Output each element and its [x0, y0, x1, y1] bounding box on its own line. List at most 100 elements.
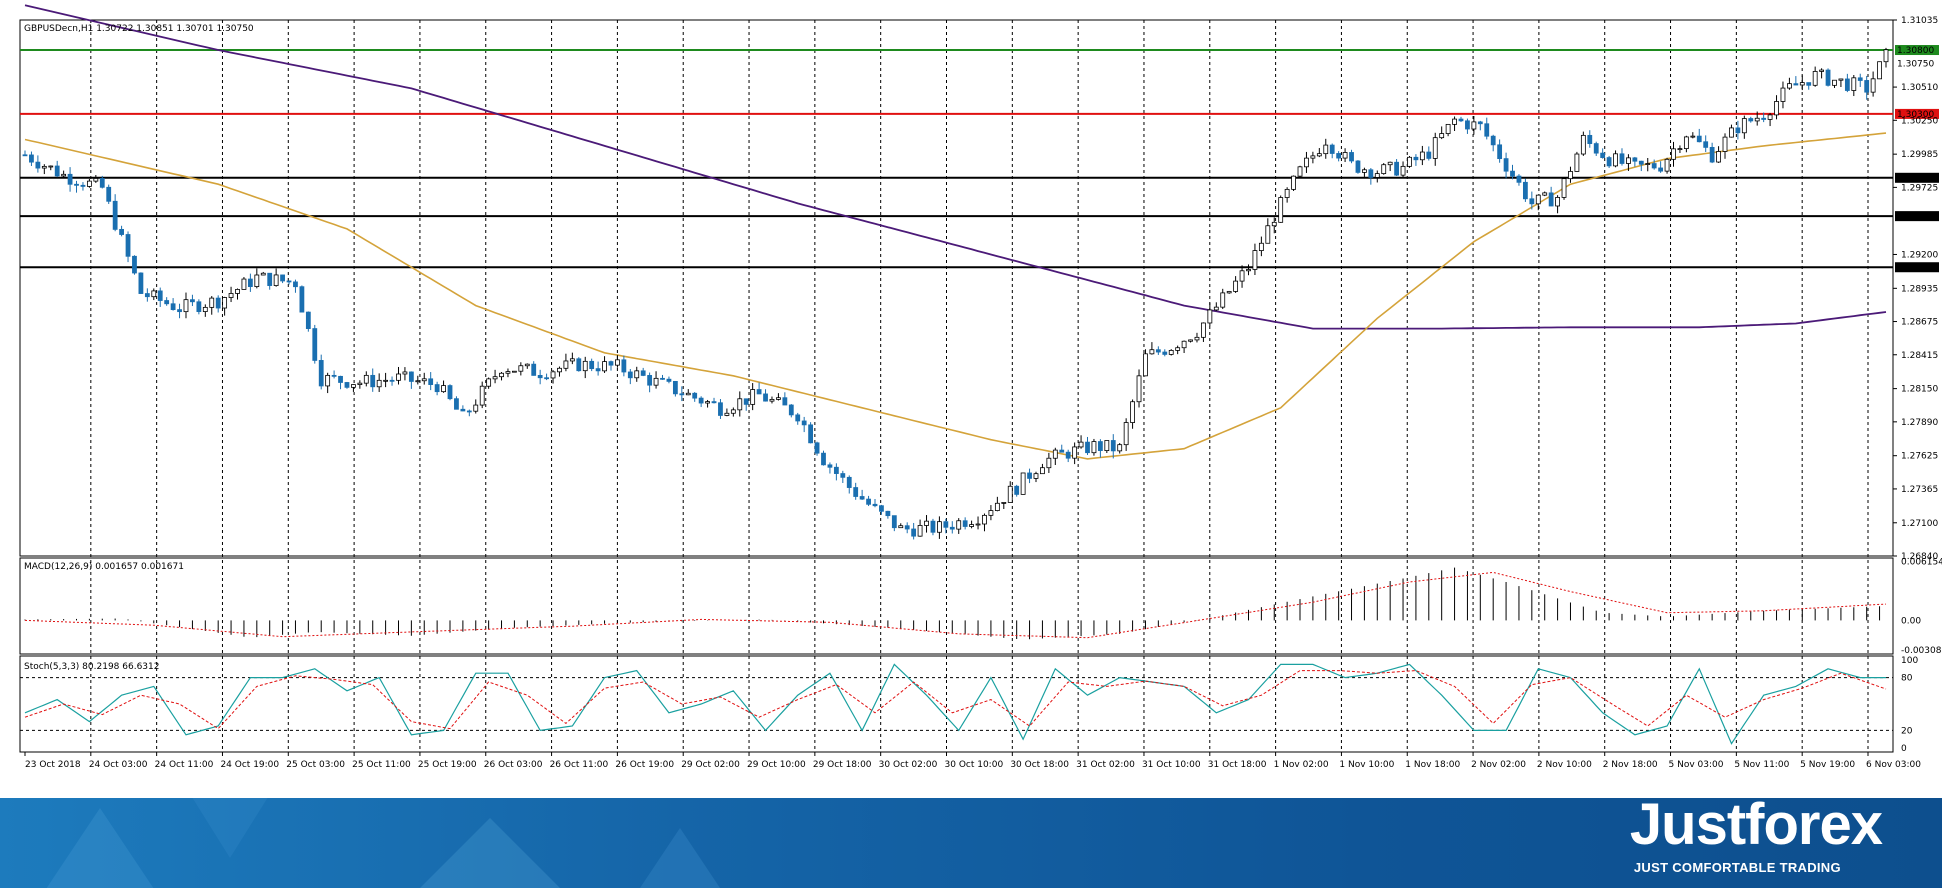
candle-body	[1799, 82, 1805, 86]
y-tick-label: 1.29725	[1901, 183, 1938, 193]
candle	[1780, 81, 1786, 109]
candle-body	[698, 397, 704, 404]
x-tick-label: 23 Oct 2018	[25, 760, 81, 770]
candle	[1690, 132, 1696, 139]
macd-tick-label: 0.006154	[1901, 557, 1942, 567]
candle-body	[705, 401, 710, 404]
candle	[479, 381, 485, 409]
candle-body	[576, 358, 582, 372]
candle-body	[1143, 353, 1148, 377]
candle	[557, 366, 562, 377]
candle-body	[357, 382, 363, 385]
candle	[305, 311, 311, 332]
candle	[1484, 117, 1490, 140]
candle	[119, 225, 124, 237]
candle-body	[1535, 194, 1541, 205]
candle-body	[692, 392, 698, 399]
candle-body	[1877, 61, 1882, 80]
candle-body	[653, 377, 659, 386]
candle-body	[666, 378, 672, 382]
candle-body	[1130, 401, 1135, 423]
macd-header: MACD(12,26,9) 0.001657 0.001671	[24, 562, 184, 572]
candle-body	[1542, 192, 1548, 196]
brand-tagline: JUST COMFORTABLE TRADING	[1633, 860, 1841, 875]
candle	[975, 516, 981, 530]
candle	[1877, 61, 1882, 80]
candle-body	[396, 373, 401, 381]
candle-body	[737, 398, 743, 411]
candle	[1832, 79, 1837, 88]
candle	[1001, 502, 1007, 510]
candle-body	[1207, 309, 1213, 324]
candle-body	[177, 309, 182, 313]
stoch-header: Stoch(5,3,3) 80.2198 66.6312	[24, 662, 159, 672]
candle	[1104, 440, 1110, 454]
candle-body	[1342, 152, 1348, 159]
candle-body	[1194, 336, 1200, 341]
candle	[1355, 160, 1361, 174]
candle-body	[1387, 161, 1393, 166]
candle-body	[1787, 83, 1792, 89]
x-tick-label: 31 Oct 18:00	[1208, 760, 1267, 770]
candle	[415, 375, 421, 385]
candle	[80, 182, 86, 191]
candle-body	[859, 496, 865, 500]
candle-body	[1220, 292, 1226, 308]
candle-body	[254, 274, 260, 287]
candle-body	[1793, 83, 1799, 86]
candle-body	[273, 274, 279, 286]
candle-body	[975, 523, 981, 526]
candle-body	[550, 371, 556, 379]
candle-body	[672, 380, 678, 395]
candle	[1368, 168, 1374, 185]
candle	[1883, 47, 1889, 68]
justforex-logo[interactable]: Justforex JUST COMFORTABLE TRADING	[1630, 798, 1883, 875]
candle	[1362, 167, 1367, 177]
candle	[293, 279, 298, 293]
candle-body	[1052, 449, 1058, 459]
x-tick-label: 30 Oct 18:00	[1010, 760, 1069, 770]
candle	[447, 384, 453, 401]
candle	[74, 180, 79, 193]
candle-body	[1291, 175, 1296, 190]
candle-body	[1226, 291, 1232, 294]
y-tick-label: 1.26840	[1901, 552, 1938, 562]
candle	[518, 362, 524, 376]
candle-body	[1155, 349, 1161, 353]
candle	[750, 383, 756, 411]
candle	[151, 288, 157, 301]
candle	[531, 361, 537, 376]
y-tick-label: 1.28150	[1901, 385, 1938, 395]
candle-body	[1883, 49, 1889, 63]
candle	[1626, 154, 1631, 171]
candle-body	[1304, 157, 1309, 168]
macd-signal-line	[24, 571, 1887, 639]
trading-chart[interactable]: 1.30800 1.30300 1.29800 1.29500 1.29100 1.307…	[0, 0, 1942, 782]
candle	[370, 368, 376, 392]
candle-body	[1741, 118, 1747, 134]
candle	[821, 450, 826, 466]
candle	[22, 150, 28, 157]
level-price-label: 1.29100	[1897, 263, 1934, 273]
candle	[99, 175, 105, 189]
candle	[505, 368, 511, 378]
candle	[576, 357, 582, 372]
candle-body	[1696, 135, 1702, 143]
candle	[743, 398, 749, 411]
candle	[1600, 148, 1606, 159]
candle	[1239, 265, 1245, 288]
candle-body	[1748, 118, 1754, 122]
candle-body	[1870, 78, 1876, 93]
candle	[718, 399, 723, 419]
candle	[499, 372, 504, 381]
candle	[1709, 142, 1715, 164]
candle	[1310, 151, 1316, 164]
candle-body	[1677, 148, 1683, 151]
candle-body	[808, 424, 814, 444]
candle-body	[170, 303, 176, 311]
candle-body	[827, 464, 833, 468]
candle-body	[1271, 221, 1277, 227]
candle-body	[1638, 160, 1644, 165]
candle-body	[647, 375, 653, 386]
candle-body	[1864, 80, 1870, 93]
